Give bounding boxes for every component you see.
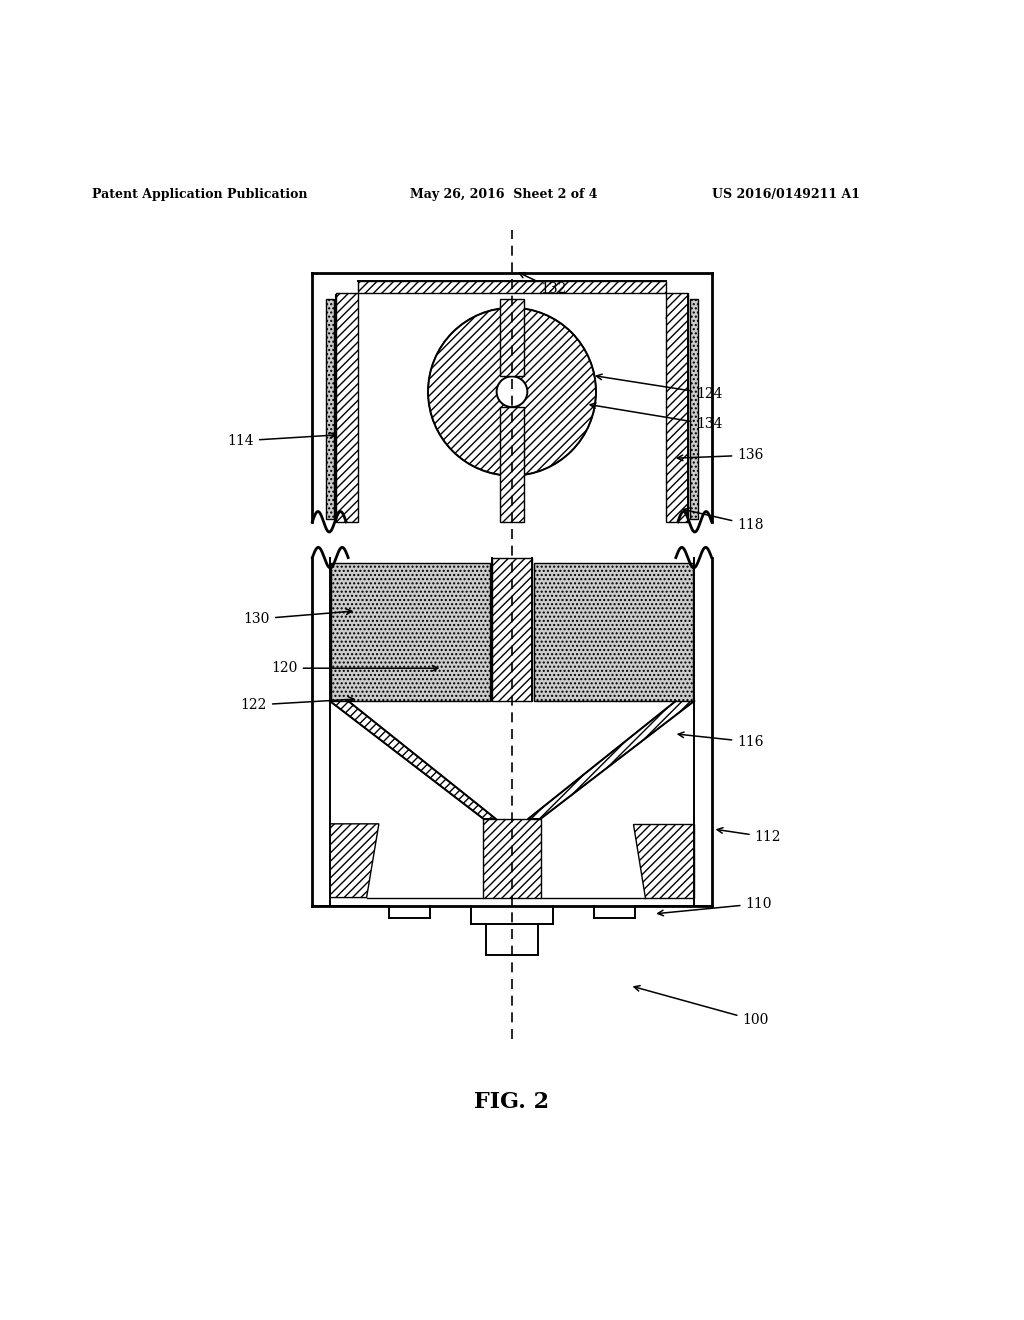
Text: 134: 134 — [590, 403, 723, 432]
Text: 122: 122 — [241, 697, 354, 711]
Circle shape — [428, 308, 596, 475]
Text: 132: 132 — [519, 273, 567, 296]
Polygon shape — [690, 298, 698, 519]
Circle shape — [497, 376, 527, 407]
Text: 118: 118 — [683, 508, 764, 532]
Text: May 26, 2016  Sheet 2 of 4: May 26, 2016 Sheet 2 of 4 — [410, 187, 597, 201]
Polygon shape — [500, 407, 524, 521]
Polygon shape — [500, 298, 524, 376]
Polygon shape — [483, 818, 541, 898]
Polygon shape — [331, 562, 490, 701]
Polygon shape — [326, 298, 334, 519]
Text: 130: 130 — [244, 609, 352, 626]
Text: FIG. 2: FIG. 2 — [474, 1092, 550, 1113]
Text: 120: 120 — [271, 661, 438, 676]
Polygon shape — [492, 557, 532, 701]
Text: 110: 110 — [657, 896, 772, 916]
Polygon shape — [633, 824, 694, 898]
Polygon shape — [336, 293, 358, 521]
Text: 136: 136 — [677, 449, 764, 462]
Text: 116: 116 — [678, 733, 764, 748]
Polygon shape — [534, 562, 693, 701]
Polygon shape — [666, 293, 688, 521]
Text: 114: 114 — [227, 433, 336, 447]
Polygon shape — [330, 701, 496, 818]
Text: 124: 124 — [596, 374, 723, 401]
Text: US 2016/0149211 A1: US 2016/0149211 A1 — [712, 187, 860, 201]
Text: 112: 112 — [717, 828, 781, 845]
Polygon shape — [330, 824, 379, 898]
Text: 100: 100 — [634, 986, 769, 1027]
Polygon shape — [528, 701, 694, 818]
Polygon shape — [358, 281, 666, 293]
Text: Patent Application Publication: Patent Application Publication — [92, 187, 307, 201]
